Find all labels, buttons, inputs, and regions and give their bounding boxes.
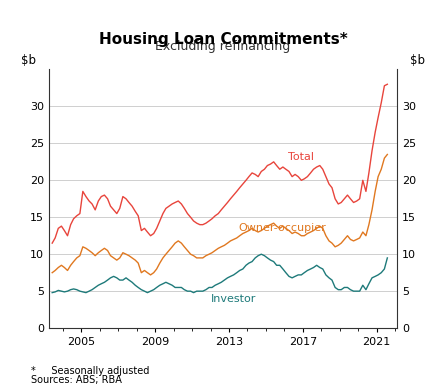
Text: *     Seasonally adjusted: * Seasonally adjusted xyxy=(31,366,149,376)
Text: $b: $b xyxy=(410,54,425,67)
Title: Housing Loan Commitments*: Housing Loan Commitments* xyxy=(99,32,347,47)
Text: $b: $b xyxy=(21,54,36,67)
Text: Excluding refinancing: Excluding refinancing xyxy=(155,40,291,52)
Text: Sources: ABS; RBA: Sources: ABS; RBA xyxy=(31,375,122,385)
Text: Total: Total xyxy=(288,152,314,162)
Text: Investor: Investor xyxy=(211,294,256,304)
Text: Owner-occupier: Owner-occupier xyxy=(238,223,326,232)
